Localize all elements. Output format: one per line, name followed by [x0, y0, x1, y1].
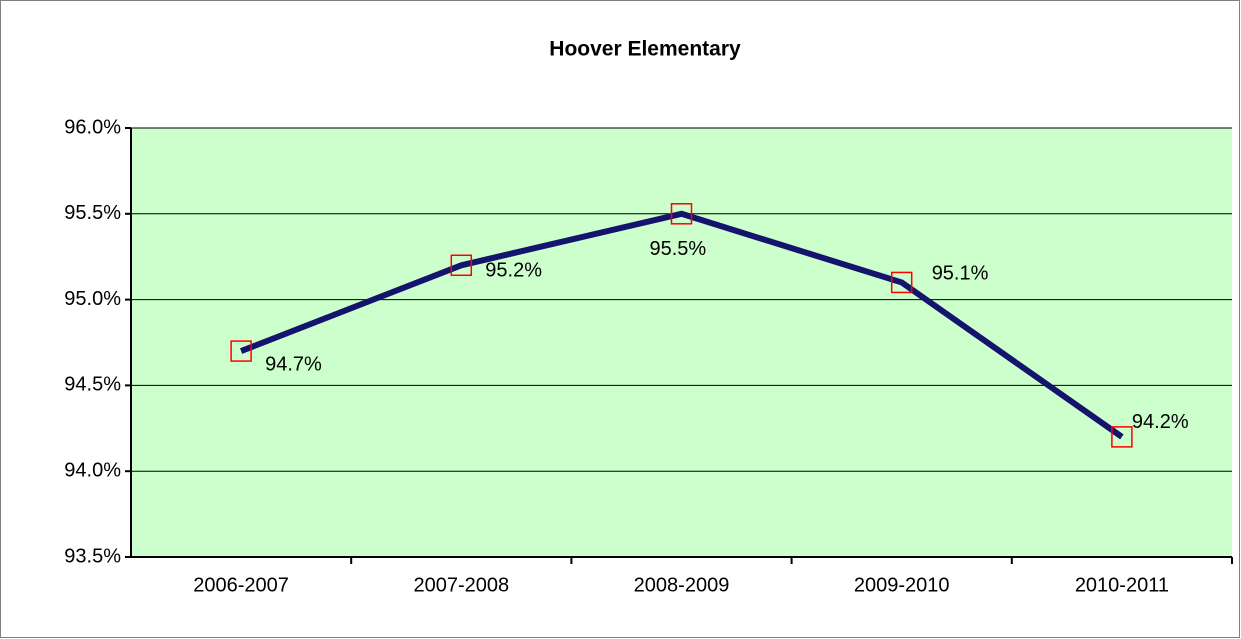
data-label: 94.2%	[1132, 411, 1189, 433]
data-label: 95.2%	[485, 260, 542, 282]
data-label: 94.7%	[265, 353, 322, 375]
marker	[450, 254, 473, 277]
data-label: 95.1%	[932, 263, 989, 285]
y-tick-label: 94.5%	[64, 374, 121, 396]
data-label: 95.5%	[650, 238, 707, 260]
y-tick-label: 94.0%	[64, 459, 121, 481]
y-tick-label: 96.0%	[64, 116, 121, 138]
x-tick-label: 2008-2009	[634, 574, 730, 596]
x-tick-label: 2007-2008	[413, 574, 509, 596]
y-tick-label: 95.5%	[64, 202, 121, 224]
marker	[670, 203, 693, 225]
y-tick-label: 93.5%	[64, 545, 121, 567]
x-tick-label: 2010-2011	[1075, 574, 1169, 596]
marker	[1111, 426, 1133, 448]
marker	[890, 271, 913, 294]
marker	[230, 340, 252, 362]
line	[240, 210, 1124, 440]
x-tick-label: 2009-2010	[854, 574, 950, 596]
y-tick-label: 95.0%	[64, 288, 121, 310]
plot-area	[131, 128, 1232, 557]
x-tick-label: 2006-2007	[193, 574, 289, 596]
chart-title: Hoover Elementary	[549, 38, 741, 61]
